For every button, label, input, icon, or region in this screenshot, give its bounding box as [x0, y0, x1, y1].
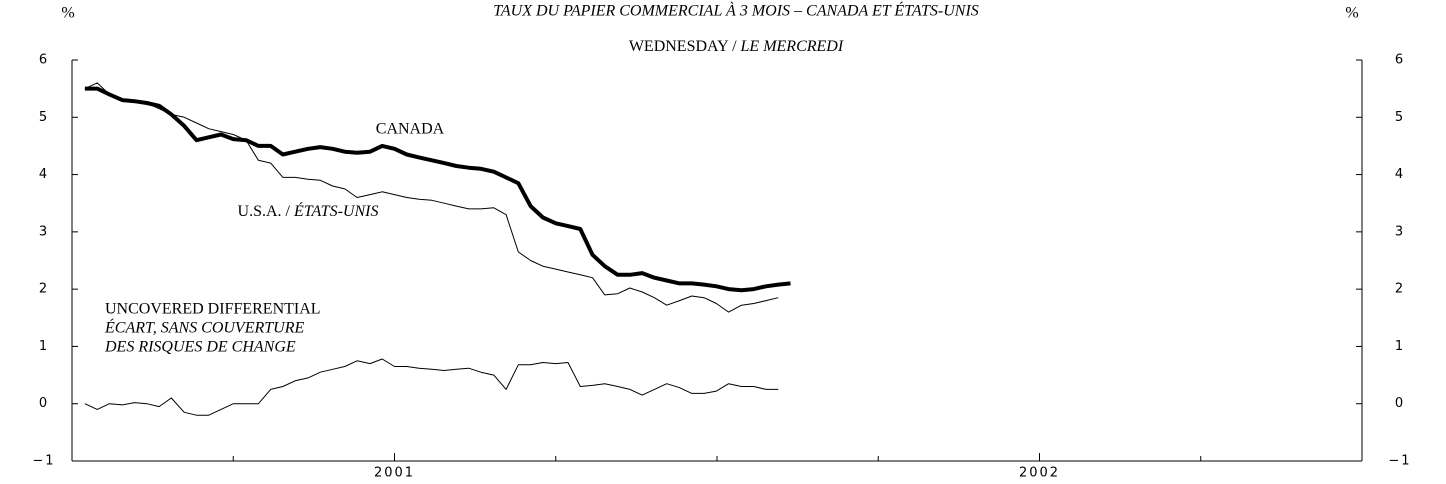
series-label: U.S.A. / ÉTATS-UNIS — [238, 201, 379, 220]
y2-tick-label: 4 — [1395, 167, 1405, 182]
y-tick-label: 4 — [39, 167, 49, 182]
y-tick-label: 6 — [39, 53, 49, 68]
subtitle-en: WEDNESDAY / — [629, 38, 737, 55]
series-label: ÉCART, SANS COUVERTURE — [104, 318, 304, 337]
y2-tick-label: 5 — [1395, 110, 1405, 125]
y2-tick-label: 1 — [1395, 339, 1405, 354]
y-tick-label: 2 — [39, 282, 49, 297]
chart-title: TAUX DU PAPIER COMMERCIAL À 3 MOIS – CAN… — [493, 1, 979, 20]
y2-tick-label: 3 — [1395, 224, 1405, 239]
series-label-part: U.S.A. / — [238, 203, 291, 220]
y2-tick-label: 0 — [1395, 396, 1405, 411]
y2-unit: % — [1345, 5, 1358, 22]
y-tick-label: 3 — [39, 224, 49, 239]
line-series — [84, 82, 779, 313]
x-tick-label: 2001 — [374, 466, 415, 481]
y-tick-label: 1 — [39, 339, 49, 354]
series-label: DES RISQUES DE CHANGE — [104, 339, 296, 356]
y2-tick-label: −1 — [1388, 454, 1411, 469]
y-unit: % — [61, 5, 74, 22]
subtitle-fr: LE MERCREDI — [740, 38, 844, 55]
series-label: UNCOVERED DIFFERENTIAL — [105, 301, 321, 318]
series-label: CANADA — [376, 121, 445, 138]
series-label-part: ÉTATS-UNIS — [293, 201, 378, 220]
y-tick-label: 5 — [39, 110, 49, 125]
y2-tick-label: 6 — [1395, 53, 1405, 68]
x-tick-label: 2002 — [1019, 466, 1060, 481]
line-series — [84, 358, 779, 416]
line-series — [84, 86, 791, 293]
y-tick-label: 0 — [39, 396, 49, 411]
chart-subtitle: WEDNESDAY / LE MERCREDI — [629, 38, 844, 55]
y2-tick-label: 2 — [1395, 282, 1405, 297]
y-tick-label: −1 — [32, 454, 55, 469]
